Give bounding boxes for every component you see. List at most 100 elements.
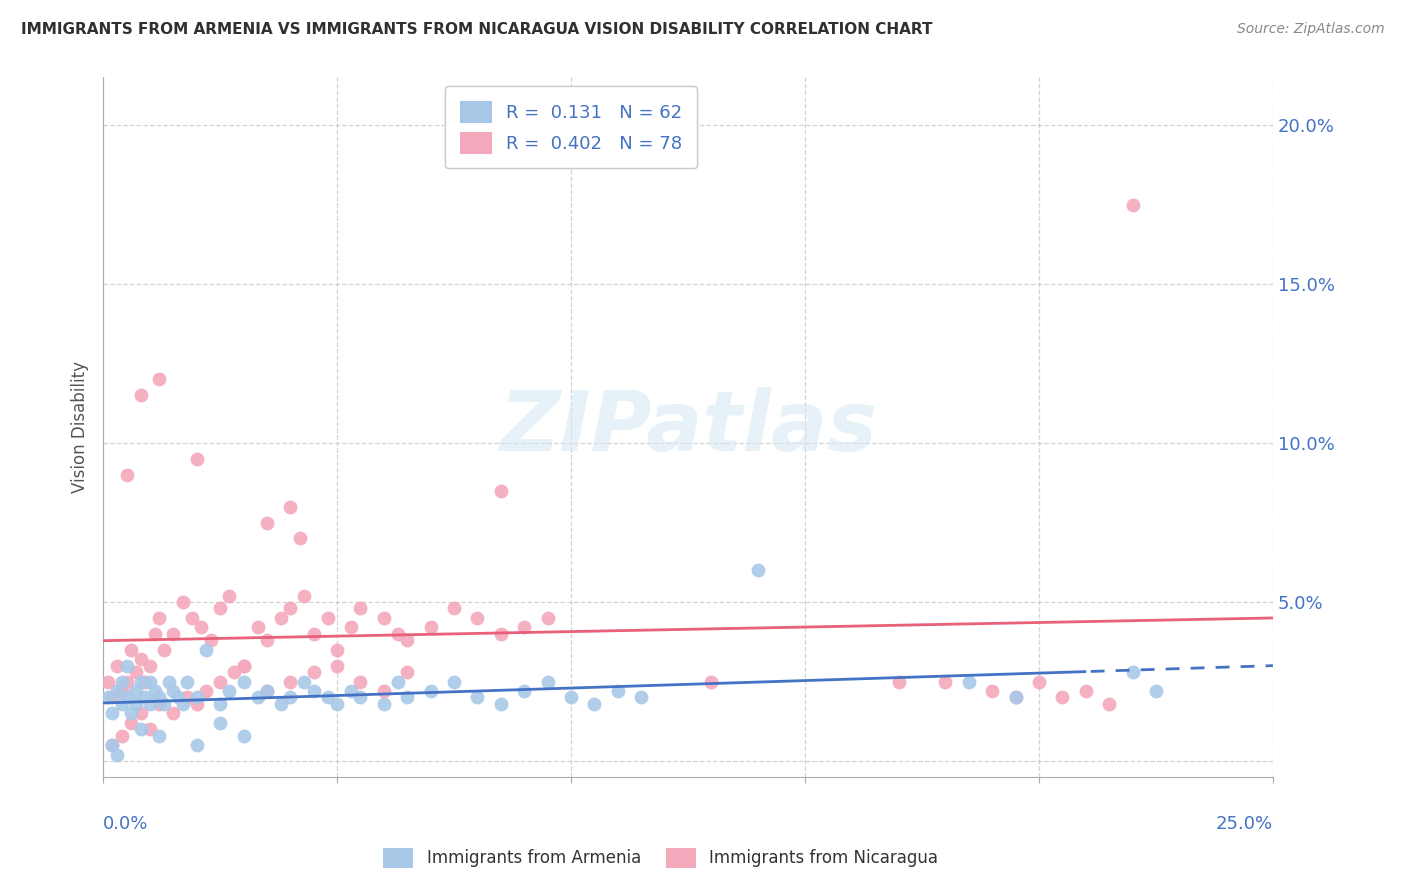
Point xyxy=(148,372,170,386)
Y-axis label: Vision Disability: Vision Disability xyxy=(72,361,89,493)
Point xyxy=(125,697,148,711)
Point xyxy=(513,620,536,634)
Point xyxy=(256,684,278,698)
Point xyxy=(302,665,325,679)
Point xyxy=(396,690,419,705)
Point xyxy=(101,738,124,752)
Point xyxy=(232,729,254,743)
Point xyxy=(700,674,723,689)
Point xyxy=(176,690,198,705)
Point xyxy=(101,706,124,721)
Point xyxy=(115,690,138,705)
Point xyxy=(270,697,292,711)
Point xyxy=(129,723,152,737)
Point xyxy=(1121,665,1143,679)
Point xyxy=(153,642,176,657)
Legend: Immigrants from Armenia, Immigrants from Nicaragua: Immigrants from Armenia, Immigrants from… xyxy=(377,841,945,875)
Point xyxy=(270,611,292,625)
Point xyxy=(195,684,218,698)
Point xyxy=(115,674,138,689)
Point xyxy=(747,563,769,577)
Point xyxy=(957,674,980,689)
Point xyxy=(326,642,349,657)
Point xyxy=(396,665,419,679)
Point xyxy=(139,674,162,689)
Point xyxy=(153,697,176,711)
Text: ZIPatlas: ZIPatlas xyxy=(499,387,877,467)
Legend: R =  0.131   N = 62, R =  0.402   N = 78: R = 0.131 N = 62, R = 0.402 N = 78 xyxy=(446,87,697,169)
Point xyxy=(162,706,184,721)
Point xyxy=(583,697,606,711)
Point xyxy=(186,697,208,711)
Point xyxy=(148,690,170,705)
Point xyxy=(246,690,269,705)
Point xyxy=(288,532,311,546)
Point xyxy=(1074,684,1097,698)
Point xyxy=(278,690,301,705)
Point xyxy=(139,658,162,673)
Point xyxy=(115,467,138,482)
Point xyxy=(489,627,512,641)
Point xyxy=(256,633,278,648)
Point xyxy=(162,627,184,641)
Point xyxy=(120,642,142,657)
Point xyxy=(467,690,489,705)
Point xyxy=(181,611,204,625)
Point xyxy=(218,684,240,698)
Point xyxy=(125,684,148,698)
Text: 0.0%: 0.0% xyxy=(103,815,149,833)
Point xyxy=(560,690,582,705)
Point xyxy=(373,684,395,698)
Point xyxy=(349,601,371,615)
Point xyxy=(111,697,134,711)
Point xyxy=(129,652,152,666)
Point xyxy=(186,452,208,467)
Point xyxy=(105,747,128,762)
Point xyxy=(349,674,371,689)
Point xyxy=(148,697,170,711)
Point xyxy=(172,595,194,609)
Point xyxy=(120,706,142,721)
Point xyxy=(111,729,134,743)
Point xyxy=(340,684,363,698)
Point xyxy=(129,674,152,689)
Point xyxy=(143,627,166,641)
Point xyxy=(513,684,536,698)
Point xyxy=(278,500,301,514)
Point xyxy=(186,690,208,705)
Point xyxy=(167,690,190,705)
Point xyxy=(148,611,170,625)
Point xyxy=(101,738,124,752)
Point xyxy=(1144,684,1167,698)
Point xyxy=(209,601,232,615)
Point xyxy=(387,674,409,689)
Point xyxy=(218,589,240,603)
Point xyxy=(176,674,198,689)
Point xyxy=(120,715,142,730)
Point xyxy=(162,684,184,698)
Point xyxy=(129,706,152,721)
Point xyxy=(195,642,218,657)
Point xyxy=(209,697,232,711)
Point xyxy=(302,684,325,698)
Point xyxy=(256,684,278,698)
Point xyxy=(232,674,254,689)
Point xyxy=(934,674,956,689)
Text: IMMIGRANTS FROM ARMENIA VS IMMIGRANTS FROM NICARAGUA VISION DISABILITY CORRELATI: IMMIGRANTS FROM ARMENIA VS IMMIGRANTS FR… xyxy=(21,22,932,37)
Point xyxy=(134,690,156,705)
Point xyxy=(443,674,465,689)
Point xyxy=(172,697,194,711)
Point xyxy=(349,690,371,705)
Point xyxy=(186,738,208,752)
Point xyxy=(419,684,441,698)
Point xyxy=(292,589,315,603)
Point xyxy=(111,684,134,698)
Point xyxy=(97,690,120,705)
Point xyxy=(326,658,349,673)
Point xyxy=(489,483,512,498)
Point xyxy=(981,684,1004,698)
Point xyxy=(1004,690,1026,705)
Point xyxy=(387,627,409,641)
Point xyxy=(537,611,560,625)
Point xyxy=(373,611,395,625)
